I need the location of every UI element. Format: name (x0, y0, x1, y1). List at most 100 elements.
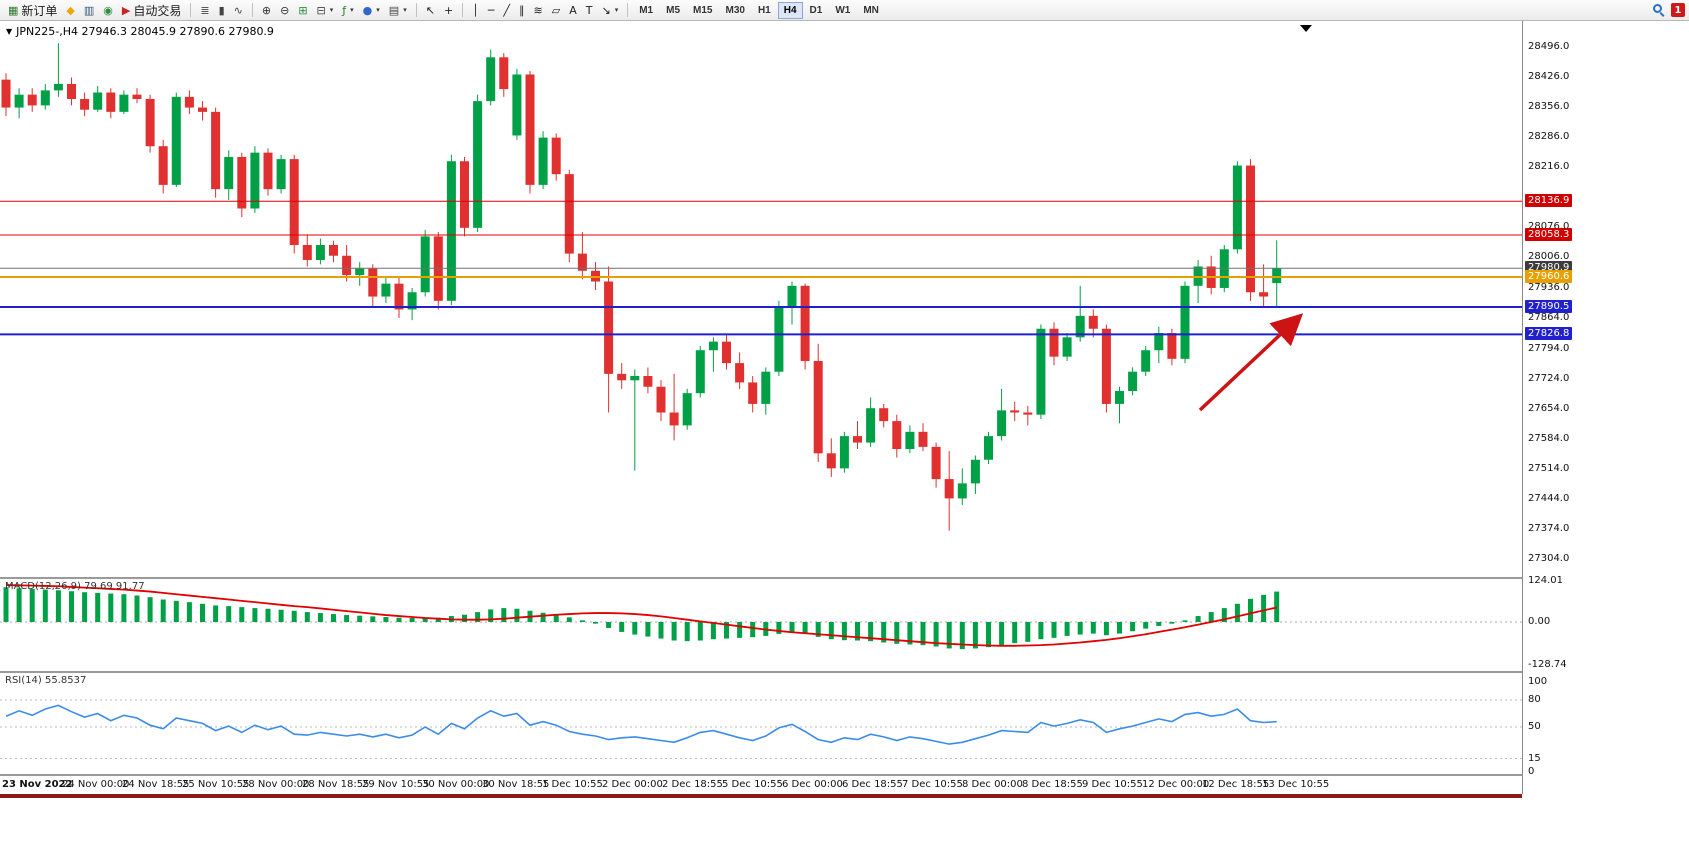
arrows-button[interactable]: ↘ ▾ (597, 1, 622, 19)
price-tick: 27374.0 (1528, 522, 1570, 534)
time-axis[interactable]: 23 Nov 2022 24 Nov 00:00 24 Nov 18:55 25 No… (0, 776, 1522, 794)
rsi-panel[interactable]: RSI(14) 55.8537 (0, 673, 1522, 774)
trendline-icon: ╱ (503, 3, 511, 17)
dropdown-caret-icon[interactable]: ▾ (614, 6, 619, 14)
channel-icon: ∥ (519, 3, 525, 17)
price-tick: 27654.0 (1528, 402, 1570, 414)
search-button[interactable] (1649, 1, 1670, 19)
candlestick-chart-button[interactable]: ▮ (215, 1, 229, 19)
toolbar: ▦ 新订单 ◆ ▥ ◉ ▶ 自动交易 ≣ ▮ ∿ ⊕ ⊖ ⊞ ⊟ ▾ ƒ ▾ ● ▾ ▤ ▾ ↖ + │ ─ ╱ ∥ ≋ ▱ A T ↘ ▾ M… (0, 0, 1689, 21)
text-button[interactable]: A (565, 1, 581, 19)
line-chart-button[interactable]: ∿ (230, 1, 247, 19)
zoom-in-button[interactable]: ⊕ (258, 1, 275, 19)
notification-badge[interactable]: 1 (1671, 3, 1685, 17)
candlestick-chart-icon: ▮ (218, 3, 225, 17)
time-label: 24 Nov 00:00 (62, 779, 130, 790)
chart-window-button[interactable]: ▥ (80, 1, 98, 19)
dropdown-caret-icon[interactable]: ▾ (403, 6, 407, 14)
main-chart-canvas[interactable] (0, 21, 1522, 577)
timeframe-mn[interactable]: MN (857, 2, 885, 19)
channel-button[interactable]: ∥ (515, 1, 529, 19)
new-order-button[interactable]: ▦ 新订单 (4, 1, 61, 19)
timeframe-m30[interactable]: M30 (719, 2, 750, 19)
vertical-line-button[interactable]: │ (468, 1, 483, 19)
price-tick: 27584.0 (1528, 432, 1570, 444)
time-label: 24 Nov 18:55 (122, 779, 190, 790)
macd-panel[interactable]: MACD(12,26,9) 79.69 91.77 (0, 579, 1522, 671)
indicators-button[interactable]: ƒ ▾ (338, 1, 357, 19)
shapes-icon: ▱ (551, 3, 561, 17)
metaeditor-button[interactable]: ◆ (62, 1, 78, 19)
text-label-icon: T (585, 3, 593, 17)
price-tick: 27444.0 (1528, 492, 1570, 504)
metaeditor-icon: ◆ (66, 3, 75, 17)
auto-arrange-button[interactable]: ⊟ ▾ (313, 1, 338, 19)
timeframe-h4[interactable]: H4 (777, 1, 803, 19)
time-label: 28 Nov 00:00 (242, 779, 310, 790)
main-chart-panel[interactable]: ▼ JPN225-,H4 27946.3 28045.9 27890.6 279… (0, 21, 1522, 577)
crosshair-icon: + (443, 3, 454, 17)
timeframe-m15[interactable]: M15 (687, 2, 718, 19)
toolbar-right: 1 (1649, 1, 1685, 19)
timeframe-d1[interactable]: D1 (804, 2, 829, 19)
market-watch-button[interactable]: ◉ (99, 1, 117, 19)
chart-settings-button[interactable]: ▤ ▾ (385, 1, 411, 19)
zoom-out-icon: ⊖ (280, 3, 290, 17)
macd-signal-line (5, 584, 1277, 647)
bottom-scrollbar[interactable] (0, 794, 1522, 798)
chart-dropdown-icon[interactable]: ▼ (6, 27, 13, 36)
price-badge-28058.3: 28058.3 (1525, 227, 1573, 241)
timeframe-w1[interactable]: W1 (829, 2, 856, 19)
objects-button[interactable]: ● ▾ (359, 1, 384, 19)
price-axis[interactable]: 28496.0 28426.0 28356.0 28286.0 28216.0 28076… (1522, 21, 1689, 794)
toolbar-separator (627, 3, 629, 17)
chart-shift-marker[interactable] (1300, 25, 1312, 32)
time-label: 1 Dec 10:55 (542, 779, 603, 790)
horizontal-line-button[interactable]: ─ (484, 1, 499, 19)
tile-windows-icon: ⊞ (298, 3, 308, 17)
zoom-out-button[interactable]: ⊖ (276, 1, 293, 19)
crosshair-button[interactable]: + (440, 1, 457, 19)
rsi-line (5, 704, 1277, 745)
symbol-line: ▼ JPN225-,H4 27946.3 28045.9 27890.6 279… (6, 25, 274, 38)
price-tick: 27514.0 (1528, 462, 1570, 474)
panel-splitter-3[interactable] (0, 774, 1689, 776)
indicators-icon: ƒ (342, 3, 347, 17)
trend-arrow-annotation[interactable] (1198, 313, 1304, 412)
auto-arrange-icon: ⊟ (316, 3, 326, 17)
objects-icon: ● (362, 3, 373, 17)
trendline-button[interactable]: ╱ (499, 1, 514, 19)
dropdown-caret-icon[interactable]: ▾ (350, 6, 354, 14)
timeframe-h1[interactable]: H1 (752, 2, 777, 19)
bar-chart-button[interactable]: ≣ (196, 1, 213, 19)
horizontal-line-icon: ─ (487, 3, 495, 17)
time-label: 23 Nov 2022 (2, 779, 73, 790)
time-label: 30 Nov 18:55 (482, 779, 550, 790)
time-label: 7 Dec 10:55 (902, 779, 963, 790)
time-label: 9 Dec 10:55 (1082, 779, 1143, 790)
cursor-button[interactable]: ↖ (422, 1, 439, 19)
timeframe-m1[interactable]: M1 (633, 2, 659, 19)
fibonacci-button[interactable]: ≋ (530, 1, 547, 19)
text-label-button[interactable]: T (582, 1, 597, 19)
rsi-tick: 80 (1528, 694, 1541, 705)
cursor-icon: ↖ (425, 3, 435, 17)
rsi-canvas[interactable] (0, 673, 1522, 774)
time-label: 5 Dec 10:55 (722, 779, 783, 790)
macd-canvas[interactable] (0, 579, 1522, 671)
price-tick: 27936.0 (1528, 281, 1570, 293)
panel-splitter-1[interactable] (0, 577, 1689, 579)
autotrading-button[interactable]: ▶ 自动交易 (118, 1, 185, 19)
tile-windows-button[interactable]: ⊞ (294, 1, 311, 19)
dropdown-caret-icon[interactable]: ▾ (376, 6, 380, 14)
rsi-tick: 15 (1528, 752, 1541, 764)
time-label: 28 Nov 18:55 (302, 779, 370, 790)
fibonacci-icon: ≋ (533, 3, 543, 17)
price-tick: 28216.0 (1528, 161, 1570, 173)
dropdown-caret-icon[interactable]: ▾ (329, 6, 334, 14)
panel-splitter-2[interactable] (0, 671, 1689, 673)
text-icon: A (569, 3, 577, 17)
timeframe-m5[interactable]: M5 (660, 2, 686, 19)
candles (1, 43, 1282, 531)
shapes-button[interactable]: ▱ (548, 1, 564, 19)
